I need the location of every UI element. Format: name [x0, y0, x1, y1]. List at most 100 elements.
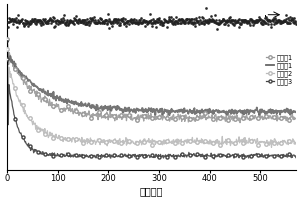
Point	[232, 19, 236, 22]
Point	[191, 17, 196, 21]
X-axis label: 循环次数: 循环次数	[140, 186, 163, 196]
Point	[123, 17, 128, 20]
Point	[66, 22, 71, 25]
Point	[17, 21, 22, 24]
Point	[255, 18, 260, 21]
Point	[35, 18, 40, 21]
Point	[106, 18, 111, 21]
Point	[5, 40, 10, 43]
Point	[164, 26, 169, 29]
Point	[5, 26, 10, 29]
Point	[129, 22, 134, 25]
Point	[108, 21, 112, 24]
Point	[78, 19, 83, 23]
Point	[6, 21, 11, 24]
Point	[30, 20, 35, 23]
Point	[256, 15, 261, 19]
Point	[87, 23, 92, 26]
Point	[146, 21, 150, 24]
Point	[263, 21, 268, 25]
Point	[135, 20, 140, 23]
Point	[39, 21, 44, 24]
Point	[77, 19, 82, 22]
Point	[129, 18, 134, 21]
Point	[244, 20, 248, 23]
Point	[14, 17, 19, 20]
Point	[119, 18, 124, 21]
Point	[187, 17, 192, 21]
Point	[33, 21, 38, 25]
Point	[86, 20, 91, 23]
Point	[186, 21, 191, 24]
Point	[88, 16, 92, 19]
Point	[200, 20, 205, 23]
Point	[124, 24, 129, 27]
Point	[106, 19, 111, 22]
Point	[36, 20, 41, 23]
Point	[188, 18, 193, 21]
Point	[253, 21, 258, 24]
Point	[218, 21, 223, 24]
Point	[121, 19, 126, 22]
Point	[38, 20, 43, 23]
Point	[165, 19, 170, 22]
Point	[133, 21, 138, 24]
Point	[226, 24, 230, 27]
Point	[127, 20, 132, 23]
Point	[118, 21, 122, 25]
Point	[224, 19, 228, 22]
Point	[64, 20, 69, 23]
Point	[280, 20, 284, 24]
Point	[196, 19, 201, 23]
Point	[183, 18, 188, 21]
Point	[174, 21, 179, 24]
Point	[182, 22, 187, 25]
Point	[180, 18, 185, 22]
Point	[63, 21, 68, 25]
Point	[131, 18, 136, 22]
Point	[226, 20, 231, 23]
Point	[151, 21, 156, 24]
Point	[14, 20, 18, 24]
Point	[215, 28, 220, 31]
Point	[141, 20, 146, 24]
Point	[269, 25, 274, 28]
Point	[54, 21, 59, 24]
Point	[201, 23, 206, 26]
Point	[160, 21, 164, 24]
Point	[120, 19, 125, 23]
Point	[145, 22, 150, 25]
Point	[166, 16, 171, 19]
Point	[184, 18, 189, 22]
Point	[130, 19, 134, 22]
Point	[226, 19, 231, 22]
Point	[80, 20, 84, 23]
Point	[90, 16, 95, 19]
Point	[204, 20, 208, 23]
Point	[267, 19, 272, 22]
Point	[56, 22, 60, 26]
Point	[276, 19, 280, 22]
Point	[194, 17, 198, 20]
Point	[158, 22, 162, 25]
Point	[245, 21, 250, 24]
Point	[34, 18, 39, 21]
Point	[83, 19, 88, 22]
Point	[157, 16, 162, 20]
Point	[111, 17, 116, 20]
Point	[183, 22, 188, 25]
Point	[51, 16, 56, 19]
Point	[246, 21, 251, 24]
Point	[33, 22, 38, 26]
Point	[74, 14, 79, 18]
Point	[92, 21, 96, 24]
Point	[233, 21, 238, 24]
Point	[159, 19, 164, 22]
Point	[188, 19, 193, 23]
Point	[206, 21, 211, 24]
Point	[131, 20, 136, 23]
Point	[155, 17, 160, 20]
Point	[221, 17, 226, 21]
Point	[181, 21, 186, 24]
Point	[18, 19, 23, 22]
